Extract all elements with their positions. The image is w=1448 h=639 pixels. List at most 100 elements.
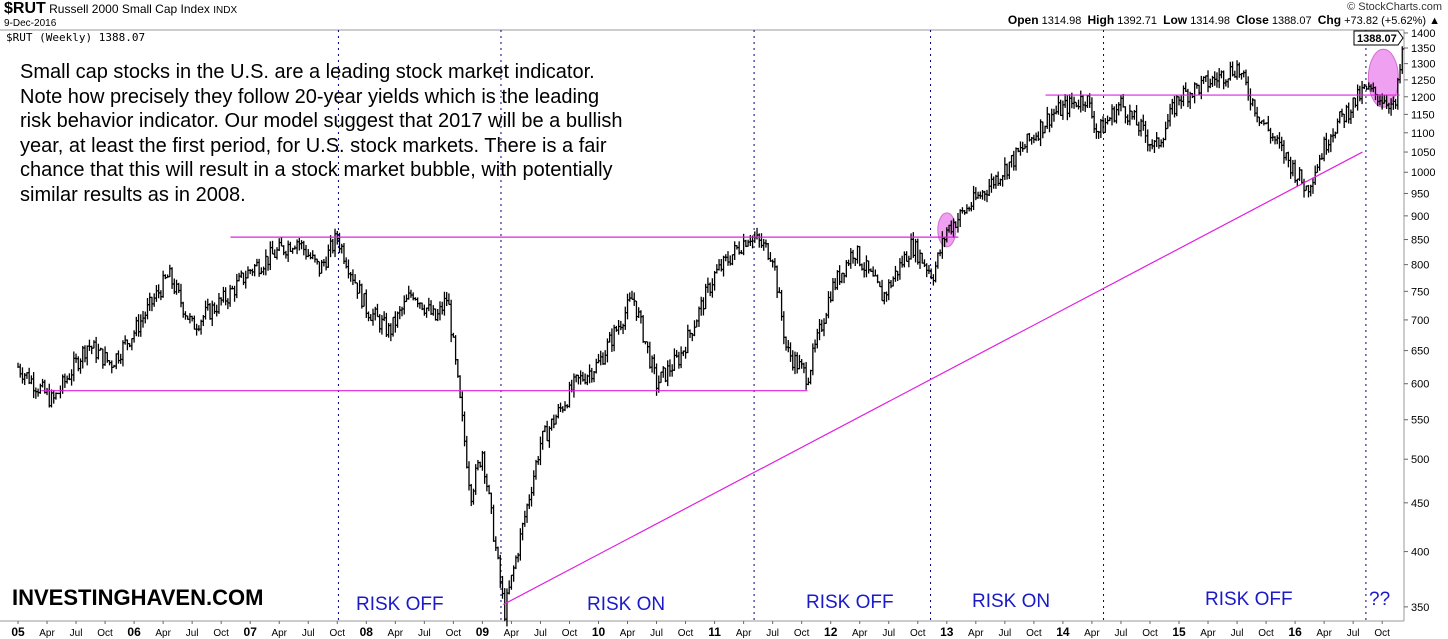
- close-value: 1388.07: [1271, 15, 1312, 27]
- regime-label: RISK ON: [587, 594, 666, 615]
- x-tick-label: Oct: [562, 628, 578, 639]
- y-tick-label: 1250: [1411, 75, 1435, 87]
- x-tick-label: Oct: [910, 628, 926, 639]
- watermark: INVESTINGHAVEN.COM: [12, 585, 264, 610]
- change-label: Chg: [1317, 13, 1342, 27]
- regime-label: RISK OFF: [1205, 589, 1293, 610]
- x-tick-label: Jul: [766, 628, 779, 639]
- y-tick-label: 1050: [1411, 147, 1435, 159]
- regime-label: RISK OFF: [806, 592, 894, 613]
- x-tick-label: 13: [940, 625, 954, 639]
- x-tick-label: 07: [244, 625, 258, 639]
- high-value: 1392.71: [1117, 15, 1157, 27]
- y-tick-label: 400: [1411, 547, 1429, 559]
- x-tick-label: Oct: [1258, 628, 1274, 639]
- y-tick-label: 1100: [1411, 128, 1435, 140]
- y-tick-label: 1150: [1411, 109, 1435, 121]
- x-tick-label: Oct: [678, 628, 694, 639]
- y-tick-label: 1350: [1411, 43, 1435, 55]
- x-tick-label: Oct: [1142, 628, 1158, 639]
- y-tick-label: 550: [1411, 415, 1429, 427]
- x-tick-label: 05: [11, 625, 25, 639]
- copyright: © StockCharts.com: [1347, 1, 1442, 13]
- y-tick-label: 700: [1411, 315, 1429, 327]
- annotation-text: Small cap stocks in the U.S. are a leadi…: [20, 61, 623, 206]
- x-tick-label: Oct: [97, 628, 113, 639]
- x-tick-label: Jul: [882, 628, 895, 639]
- x-tick-label: Jul: [186, 628, 199, 639]
- symbol: $RUT: [4, 0, 46, 17]
- y-tick-label: 650: [1411, 346, 1429, 358]
- x-tick-label: 15: [1172, 625, 1186, 639]
- x-tick-label: Jul: [1231, 628, 1244, 639]
- y-tick-label: 900: [1411, 211, 1429, 223]
- x-tick-label: Apr: [271, 628, 287, 639]
- change-value: +73.82 (+5.62%) ▲: [1344, 15, 1440, 27]
- x-tick-label: 09: [476, 625, 490, 639]
- x-tick-label: Jul: [1347, 628, 1360, 639]
- x-tick-label: 10: [592, 625, 606, 639]
- x-tick-label: Apr: [1316, 628, 1332, 639]
- x-tick-label: 08: [360, 625, 374, 639]
- x-tick-label: Oct: [329, 628, 345, 639]
- x-tick-label: Apr: [504, 628, 520, 639]
- x-tick-label: Oct: [446, 628, 462, 639]
- price-bars: [17, 46, 1405, 627]
- y-tick-label: 600: [1411, 379, 1429, 391]
- low-label: Low: [1163, 13, 1188, 27]
- x-tick-label: Jul: [70, 628, 83, 639]
- y-tick-label: 1000: [1411, 167, 1435, 179]
- y-tick-label: 1200: [1411, 92, 1435, 104]
- series-legend: $RUT (Weekly) 1388.07: [6, 31, 146, 44]
- chart-title: $RUT Russell 2000 Small Cap Index INDX: [4, 1, 237, 17]
- x-tick-label: Oct: [1374, 628, 1390, 639]
- x-tick-label: 14: [1056, 625, 1070, 639]
- x-tick-label: Apr: [736, 628, 752, 639]
- x-tick-label: Jul: [418, 628, 431, 639]
- close-label: Close: [1236, 13, 1269, 27]
- y-tick-label: 800: [1411, 260, 1429, 272]
- y-tick-label: 850: [1411, 235, 1429, 247]
- x-tick-label: Apr: [39, 628, 55, 639]
- x-tick-label: 16: [1288, 625, 1302, 639]
- y-tick-label: 1400: [1411, 28, 1435, 40]
- x-tick-label: Jul: [534, 628, 547, 639]
- x-tick-label: Jul: [302, 628, 315, 639]
- y-tick-label: 350: [1411, 602, 1429, 614]
- x-tick-label: Oct: [1026, 628, 1042, 639]
- chart-date: 9-Dec-2016: [4, 18, 57, 29]
- x-tick-label: 11: [708, 625, 721, 639]
- regime-label: ??: [1369, 589, 1391, 610]
- y-tick-label: 500: [1411, 454, 1429, 466]
- ohlc-readout: Open 1314.98 High 1392.71 Low 1314.98 Cl…: [1008, 14, 1440, 28]
- x-tick-label: Jul: [650, 628, 663, 639]
- x-tick-label: Apr: [155, 628, 171, 639]
- x-tick-label: 12: [824, 625, 838, 639]
- index-name: Russell 2000 Small Cap Index: [49, 2, 210, 16]
- x-tick-label: Apr: [1084, 628, 1100, 639]
- x-tick-label: Jul: [1115, 628, 1128, 639]
- x-tick-label: Oct: [213, 628, 229, 639]
- trend-line: [503, 151, 1363, 606]
- low-value: 1314.98: [1190, 15, 1230, 27]
- x-tick-label: Apr: [388, 628, 404, 639]
- open-value: 1314.98: [1041, 15, 1082, 27]
- x-tick-label: Apr: [852, 628, 868, 639]
- last-value-label: 1388.07: [1357, 33, 1397, 45]
- x-tick-label: Oct: [794, 628, 810, 639]
- open-label: Open: [1007, 13, 1039, 27]
- regime-label: RISK ON: [972, 591, 1051, 612]
- y-tick-label: 1300: [1411, 59, 1435, 71]
- y-tick-label: 750: [1411, 286, 1429, 298]
- last-value-tag: [1353, 30, 1404, 46]
- y-tick-label: 450: [1411, 498, 1429, 510]
- y-tick-label: 950: [1411, 188, 1429, 200]
- x-tick-label: Jul: [998, 628, 1011, 639]
- high-label: High: [1087, 13, 1115, 27]
- exchange: INDX: [213, 5, 238, 16]
- regime-label: RISK OFF: [356, 594, 444, 615]
- x-tick-label: Apr: [1200, 628, 1216, 639]
- x-tick-label: Apr: [620, 628, 636, 639]
- x-tick-label: 06: [127, 625, 141, 639]
